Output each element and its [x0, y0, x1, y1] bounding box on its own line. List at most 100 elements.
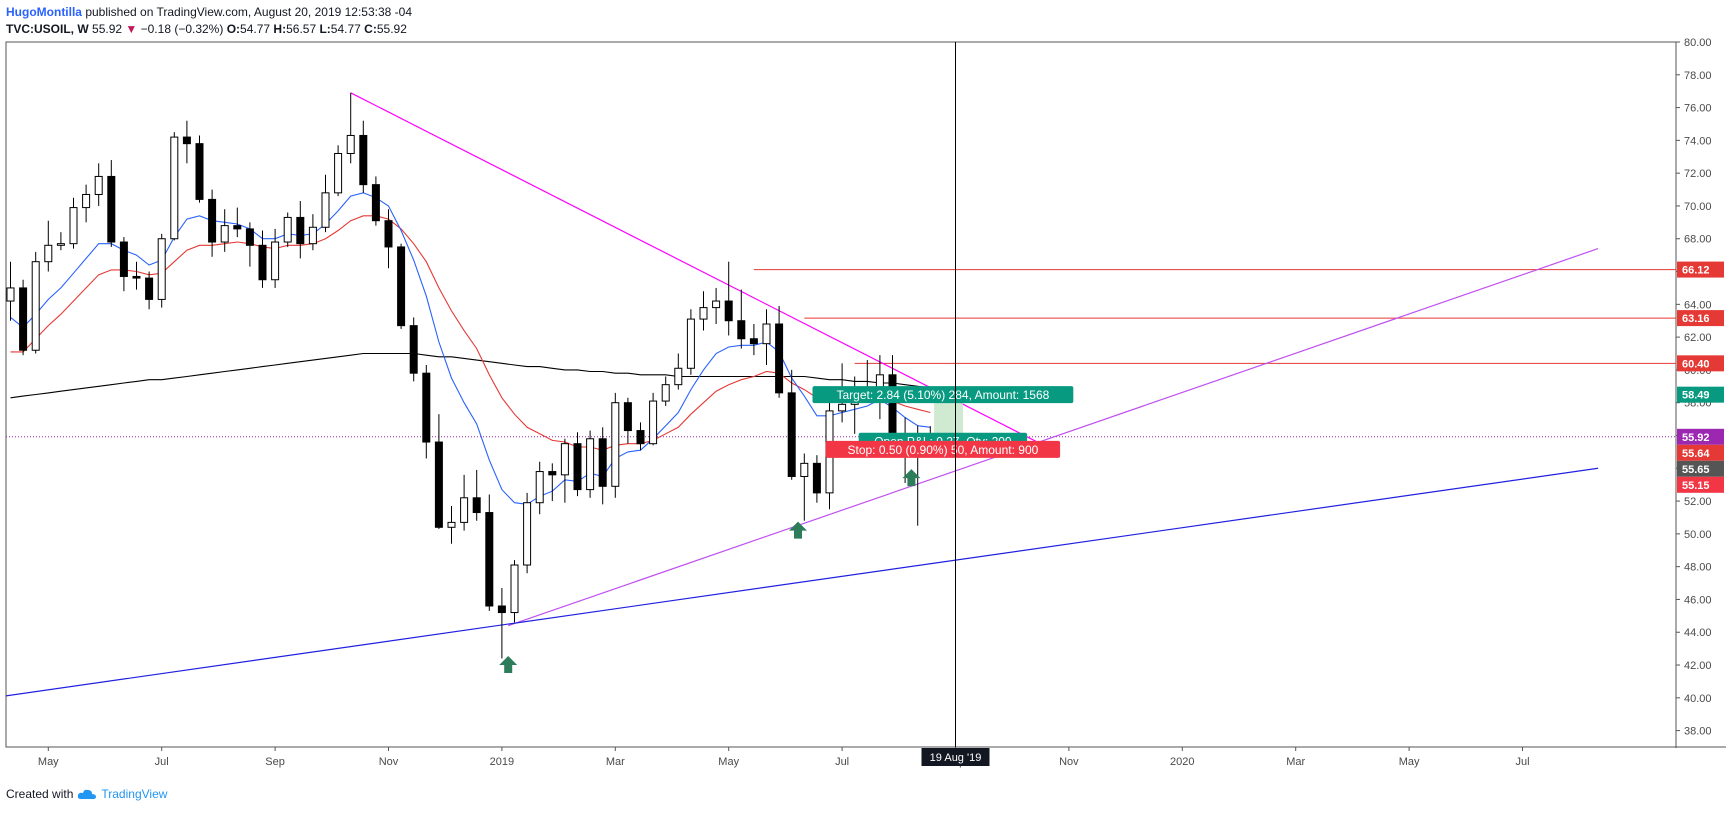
y-tick-label: 80.00	[1684, 37, 1712, 49]
candle-down	[737, 320, 746, 340]
candle-down	[19, 287, 28, 351]
candle-up	[674, 367, 683, 386]
crosshair-date-label: 19 Aug '19	[930, 752, 982, 764]
candle-down	[296, 216, 305, 245]
y-tick-label: 72.00	[1684, 168, 1712, 180]
candle-up	[762, 323, 771, 345]
candle-down	[548, 471, 557, 476]
candle-up	[220, 225, 229, 243]
publish-info: HugoMontilla published on TradingView.co…	[6, 5, 412, 19]
candle-up	[82, 193, 91, 209]
open-value: 54.77	[240, 22, 271, 36]
trendline-ascending-support	[508, 248, 1599, 627]
candle-up	[510, 564, 519, 614]
y-tick-label: 76.00	[1684, 103, 1712, 115]
candle-up	[535, 471, 544, 504]
y-tick-label: 52.00	[1684, 496, 1712, 508]
candle-up	[661, 384, 670, 402]
candle-up	[94, 175, 103, 195]
candle-up	[838, 403, 847, 412]
y-tick-label: 44.00	[1684, 627, 1712, 639]
plot-layer	[6, 92, 1676, 697]
high-value: 56.57	[286, 22, 317, 36]
tradingview-brand-link[interactable]: TradingView	[101, 787, 168, 801]
price-tag-level: 60.40	[1682, 358, 1710, 370]
candle-down	[485, 512, 494, 607]
price-tag-last: 55.92	[1682, 432, 1710, 444]
price-tag-stop-bg	[1677, 476, 1724, 493]
x-tick-label: Jul	[155, 756, 169, 768]
candle-up	[586, 438, 595, 491]
candle-up	[699, 307, 708, 320]
open-label: O:	[226, 22, 241, 36]
price-tag-entry: 55.65	[1682, 464, 1710, 476]
candle-down	[132, 275, 141, 279]
crosshair-date-bg	[921, 748, 990, 766]
candle-down	[145, 277, 154, 300]
candle-down	[573, 443, 582, 491]
candle-up	[611, 402, 620, 487]
candle-down	[497, 605, 506, 614]
price-change: −0.18 (−0.32%)	[140, 22, 224, 36]
candle-down	[245, 228, 254, 246]
symbol-legend: TVC:USOIL, W 55.92 ▼ −0.18 (−0.32%) O:54…	[6, 22, 407, 36]
x-tick-label: 2019	[490, 756, 514, 768]
candle-down	[182, 136, 191, 145]
candle-up	[6, 287, 15, 302]
price-tag-level-bg	[1677, 310, 1724, 327]
author-link[interactable]: HugoMontilla	[6, 5, 82, 19]
candle-up	[271, 241, 280, 281]
candle-down	[195, 143, 204, 200]
created-with-label: Created with	[6, 787, 74, 801]
x-tick-label: May	[38, 756, 59, 768]
x-tick-label: Nov	[1059, 756, 1079, 768]
candle-up	[334, 152, 343, 194]
y-tick-label: 68.00	[1684, 234, 1712, 246]
candle-up	[31, 261, 40, 351]
close-value: 55.92	[376, 22, 407, 36]
candle-up	[69, 207, 78, 245]
candle-down	[888, 374, 897, 440]
candle-down	[371, 184, 380, 222]
candle-down	[409, 325, 418, 374]
price-tag-target-bg	[1677, 386, 1724, 403]
close-label: C:	[364, 22, 377, 36]
candle-down	[208, 198, 217, 243]
last-price: 55.92	[92, 22, 123, 36]
candle-down	[812, 462, 821, 494]
candle-down	[775, 323, 784, 394]
candle-up	[56, 243, 65, 246]
candle-down	[258, 244, 267, 281]
y-tick-label: 46.00	[1684, 594, 1712, 606]
candle-down	[636, 430, 645, 445]
x-tick-label: Mar	[606, 756, 625, 768]
x-tick-label: Nov	[379, 756, 399, 768]
candle-up	[649, 400, 658, 445]
candle-up	[321, 192, 330, 228]
footer: Created with TradingView	[6, 787, 167, 801]
trendline-descending-resistance	[350, 92, 1038, 443]
candle-down	[434, 441, 443, 528]
x-tick-label: May	[718, 756, 739, 768]
candle-down	[749, 338, 758, 345]
y-tick-label: 42.00	[1684, 660, 1712, 672]
low-label: L:	[319, 22, 331, 36]
candle-down	[422, 372, 431, 443]
price-tag-level: 63.16	[1682, 313, 1710, 325]
candle-down	[107, 175, 116, 243]
candle-up	[346, 134, 355, 154]
candle-up	[308, 226, 317, 245]
long-position-target-label: Target: 2.84 (5.10%) 284, Amount: 1568	[836, 388, 1049, 402]
y-tick-label: 78.00	[1684, 70, 1712, 82]
candle-up	[686, 318, 695, 369]
high-label: H:	[273, 22, 287, 36]
candle-up	[283, 216, 292, 243]
symbol-name: TVC:USOIL, W	[6, 22, 89, 36]
y-tick-label: 40.00	[1684, 693, 1712, 705]
price-tag-level: 66.12	[1682, 265, 1710, 277]
tradingview-cloud-icon	[78, 789, 97, 799]
x-tick-label: Sep	[265, 756, 285, 768]
candle-down	[119, 241, 128, 277]
y-tick-label: 38.00	[1684, 726, 1712, 738]
